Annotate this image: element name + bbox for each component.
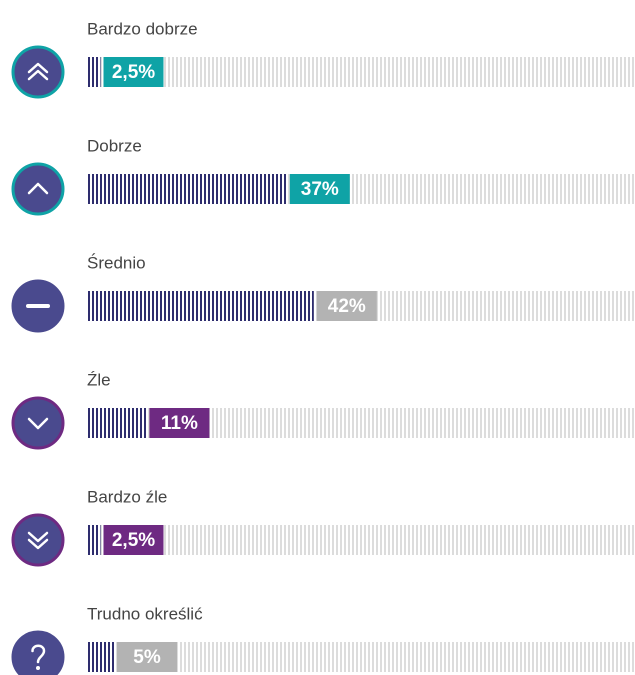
category-label: Źle bbox=[87, 370, 111, 389]
bar bbox=[87, 291, 314, 321]
value-box bbox=[103, 525, 164, 555]
bar-track bbox=[87, 642, 635, 672]
value-label: 11% bbox=[161, 413, 198, 434]
icon-symbol bbox=[31, 644, 46, 664]
value-box bbox=[103, 57, 164, 87]
category-label: Średnio bbox=[87, 253, 146, 272]
icon-circle bbox=[11, 396, 65, 450]
bar-track bbox=[87, 57, 635, 87]
icon-symbol bbox=[27, 62, 49, 81]
icon bbox=[11, 279, 65, 333]
value-label: 5% bbox=[133, 647, 161, 668]
icon bbox=[11, 45, 65, 99]
value-label: 42% bbox=[328, 296, 366, 317]
value-box bbox=[149, 408, 210, 438]
icon-circle bbox=[11, 630, 65, 675]
bar bbox=[87, 642, 114, 672]
value-box bbox=[289, 174, 350, 204]
icon-circle bbox=[11, 162, 65, 216]
value-box bbox=[117, 642, 177, 672]
icon-symbol bbox=[27, 182, 49, 195]
icon bbox=[11, 396, 65, 450]
icon-dot bbox=[36, 666, 40, 670]
icon-symbol bbox=[27, 417, 49, 430]
value-box bbox=[316, 291, 377, 321]
icon bbox=[11, 630, 65, 675]
value-label: 2,5% bbox=[112, 530, 155, 551]
icon bbox=[11, 162, 65, 216]
bar bbox=[87, 525, 101, 555]
icon-symbol bbox=[27, 531, 49, 550]
category-label: Bardzo dobrze bbox=[87, 19, 198, 38]
bar bbox=[87, 57, 101, 87]
bar bbox=[87, 174, 287, 204]
value-label: 37% bbox=[301, 179, 339, 200]
category-label: Trudno określić bbox=[87, 604, 203, 623]
value-label: 2,5% bbox=[112, 62, 155, 83]
category-label: Dobrze bbox=[87, 136, 142, 155]
category-label: Bardzo źle bbox=[87, 487, 167, 506]
icon bbox=[11, 513, 65, 567]
bar bbox=[87, 408, 147, 438]
bar-track bbox=[87, 525, 635, 555]
